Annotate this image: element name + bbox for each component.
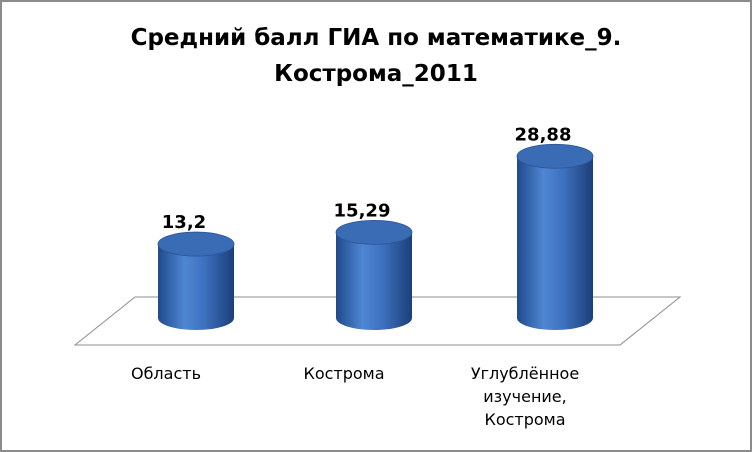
value-label: 15,29 bbox=[334, 200, 391, 221]
bar-top bbox=[516, 143, 594, 169]
value-label: 28,88 bbox=[515, 124, 572, 145]
x-tick-label: Кострома bbox=[303, 364, 385, 383]
bar bbox=[158, 244, 234, 330]
value-label: 13,2 bbox=[162, 212, 206, 233]
chart-title: Средний балл ГИА по математике_9. Костро… bbox=[130, 25, 622, 87]
x-tick-label: Углублённое изучение, Кострома bbox=[470, 364, 580, 429]
bar-top bbox=[157, 231, 235, 257]
bar-top bbox=[335, 219, 413, 245]
bar bbox=[336, 232, 412, 330]
x-tick-label: Область bbox=[130, 364, 202, 383]
bar bbox=[517, 156, 593, 330]
